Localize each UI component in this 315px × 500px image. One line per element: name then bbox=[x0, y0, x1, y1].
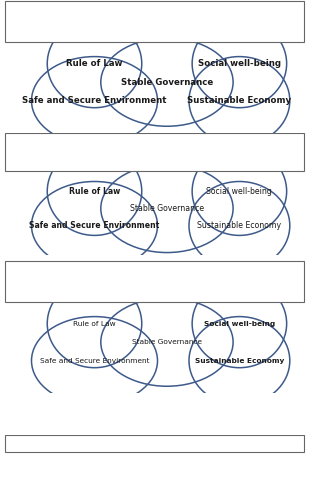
Text: Rule of Law: Rule of Law bbox=[73, 320, 116, 326]
Text: Sustainable Economy: Sustainable Economy bbox=[187, 96, 291, 105]
Text: Safe and Secure Environment: Safe and Secure Environment bbox=[29, 221, 160, 230]
Text: Social well-being: Social well-being bbox=[206, 187, 272, 196]
Text: Social well-being: Social well-being bbox=[198, 59, 281, 68]
Text: Rule of Law: Rule of Law bbox=[69, 187, 120, 196]
Text: Base Layer- Individuals with a fixed set of genes: Base Layer- Individuals with a fixed set… bbox=[17, 439, 259, 449]
Text: 2ⁿᵈ Layer- Social and Community: 2ⁿᵈ Layer- Social and Community bbox=[17, 147, 181, 157]
Text: Stable Governance: Stable Governance bbox=[121, 78, 213, 86]
Text: Safe and Secure Environment: Safe and Secure Environment bbox=[22, 96, 167, 105]
Text: Safe and Secure Environment: Safe and Secure Environment bbox=[40, 358, 149, 364]
Text: Stable Governance: Stable Governance bbox=[132, 339, 202, 345]
Text: 1ˢᵗ Layer- Personal Behaviors and Ways of Living: 1ˢᵗ Layer- Personal Behaviors and Ways o… bbox=[17, 276, 260, 286]
Text: Stable Governance: Stable Governance bbox=[130, 204, 204, 213]
FancyBboxPatch shape bbox=[5, 133, 304, 171]
Text: Social well-being: Social well-being bbox=[204, 320, 275, 326]
Text: Sustainable Economy: Sustainable Economy bbox=[195, 358, 284, 364]
Text: 3˳ layer- Structural Factors: 3˳ layer- Structural Factors bbox=[17, 16, 151, 26]
Text: Sustainable Economy: Sustainable Economy bbox=[197, 221, 282, 230]
FancyBboxPatch shape bbox=[5, 0, 304, 42]
FancyBboxPatch shape bbox=[5, 260, 304, 302]
FancyBboxPatch shape bbox=[5, 436, 304, 452]
Text: Rule of Law: Rule of Law bbox=[66, 59, 123, 68]
